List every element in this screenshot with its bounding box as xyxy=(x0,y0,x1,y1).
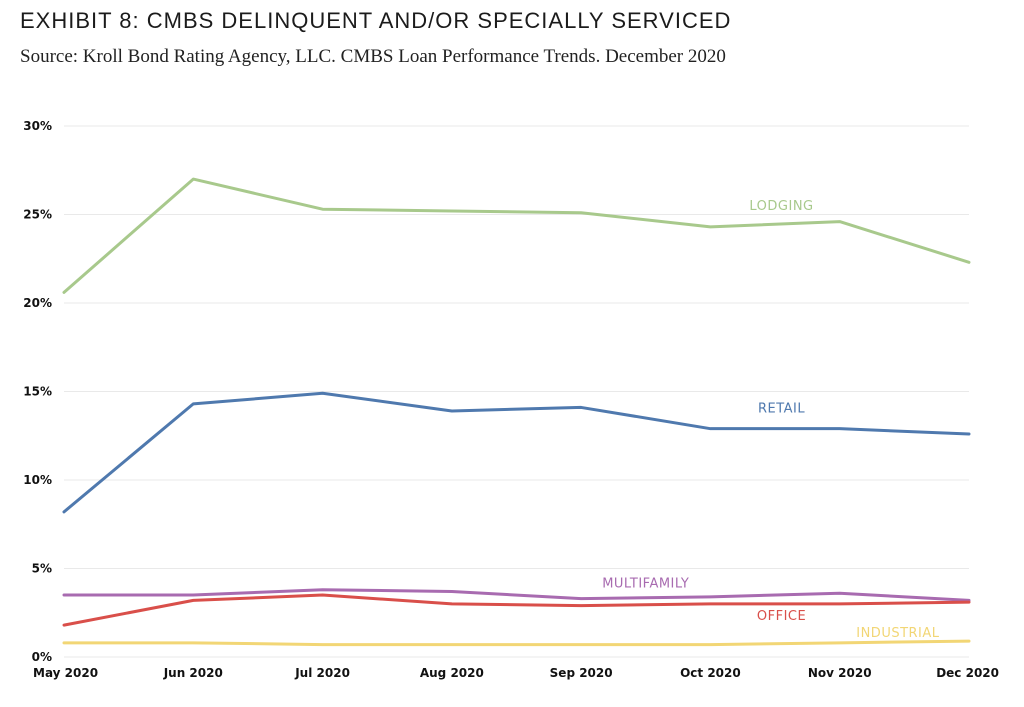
x-tick-label: Oct 2020 xyxy=(680,666,741,680)
office-series-label: OFFICE xyxy=(757,609,806,624)
y-tick-label: 15% xyxy=(23,385,52,399)
x-axis-ticks: May 2020 Jun 2020 Jul 2020 Aug 2020 Sep 2020… xyxy=(33,666,999,680)
lodging-series-line xyxy=(62,177,971,294)
x-tick-label: Dec 2020 xyxy=(936,666,999,680)
y-tick-label: 10% xyxy=(23,473,52,487)
y-axis-ticks: 0% 5% 10% 15% 20% 25% 30% xyxy=(23,119,52,664)
x-tick-label: May 2020 xyxy=(33,666,98,680)
industrial-series-line xyxy=(62,639,971,647)
x-tick-label: Jul 2020 xyxy=(294,666,350,680)
multifamily-series-label: MULTIFAMILY xyxy=(602,577,689,592)
retail-series-line xyxy=(62,391,971,514)
office-series-line xyxy=(62,593,971,627)
x-tick-label: Jun 2020 xyxy=(163,666,223,680)
grid-lines xyxy=(64,125,969,658)
lodging-series-label: LODGING xyxy=(749,199,813,214)
retail-series-label: RETAIL xyxy=(758,402,805,417)
multifamily-series-line xyxy=(62,588,971,602)
y-tick-label: 30% xyxy=(23,119,52,133)
x-tick-label: Aug 2020 xyxy=(420,666,484,680)
series-labels: LODGING RETAIL MULTIFAMILY OFFICE INDUSTRIAL xyxy=(602,199,940,641)
y-tick-label: 25% xyxy=(23,208,52,222)
chart-title: EXHIBIT 8: CMBS DELINQUENT AND/OR SPECIA… xyxy=(20,8,732,33)
x-tick-label: Sep 2020 xyxy=(550,666,613,680)
industrial-series-label: INDUSTRIAL xyxy=(856,626,940,641)
chart-subtitle: Source: Kroll Bond Rating Agency, LLC. C… xyxy=(20,46,726,67)
x-tick-label: Nov 2020 xyxy=(808,666,872,680)
y-tick-label: 5% xyxy=(32,562,52,576)
y-tick-label: 0% xyxy=(32,650,52,664)
y-tick-label: 20% xyxy=(23,296,52,310)
series-lines xyxy=(62,177,971,647)
